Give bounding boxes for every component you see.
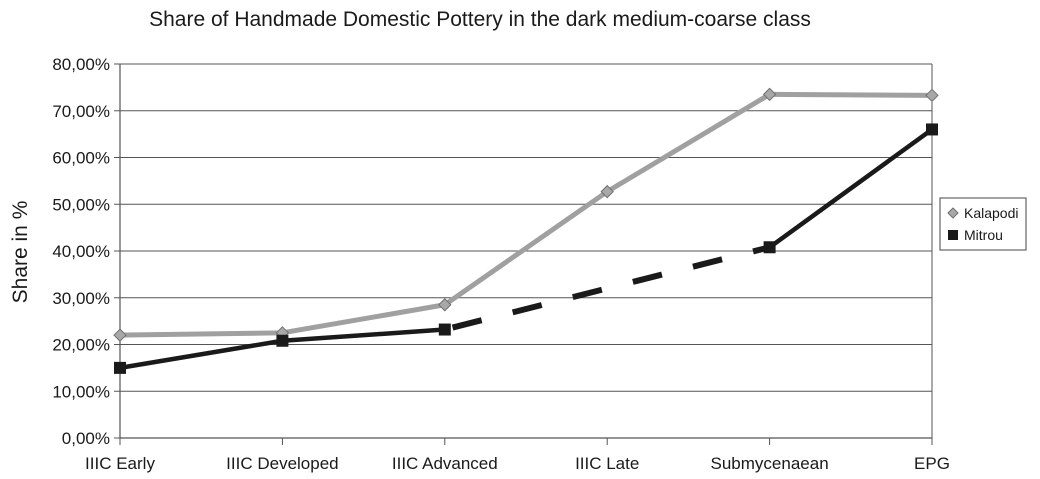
x-tick-label: IIIC Developed [226, 454, 338, 473]
y-tick-label: 20,00% [52, 336, 110, 355]
legend-marker-square [948, 230, 958, 240]
series-line-segment [604, 91, 773, 195]
y-tick-label: 60,00% [52, 149, 110, 168]
x-tick-label: EPG [914, 454, 950, 473]
y-tick-label: 30,00% [52, 289, 110, 308]
legend-marker-diamond [947, 207, 959, 219]
series-line-segment [117, 330, 285, 338]
axes [114, 63, 933, 445]
y-tick-label: 0,00% [62, 429, 110, 448]
data-point-square [763, 241, 776, 254]
x-tick-label: IIIC Early [85, 454, 155, 473]
series-line-segment [767, 91, 935, 98]
data-point-square [926, 123, 938, 136]
y-tick-label: 10,00% [52, 382, 110, 401]
series-markers [113, 87, 939, 374]
data-point-diamond [762, 87, 777, 102]
data-point-diamond [925, 88, 939, 103]
y-axis-label: Share in % [9, 201, 32, 304]
series-dashed-segment [444, 244, 771, 333]
legend-label: Mitrou [964, 227, 1003, 243]
gridlines [120, 63, 932, 392]
series-line-segment [117, 338, 285, 371]
data-point-diamond [600, 184, 614, 199]
y-tick-label: 40,00% [52, 242, 110, 261]
x-tick-label: Submycenaean [711, 454, 829, 473]
y-tick-labels: 0,00% 10,00% 20,00% 30,00% 40,00% 50,00% 60,00… [52, 55, 110, 448]
y-tick-label: 70,00% [52, 102, 110, 121]
series-line-segment [279, 302, 448, 336]
data-point-square [114, 361, 126, 374]
data-point-diamond [113, 328, 127, 342]
series-line-segment [442, 189, 610, 308]
y-tick-label: 50,00% [52, 195, 110, 214]
data-point-square [438, 323, 451, 336]
legend: Kalapodi Mitrou [939, 197, 1027, 251]
x-tick-label: IIIC Late [575, 454, 639, 473]
data-point-diamond [438, 298, 452, 312]
series-line-segment [280, 327, 448, 344]
chart-title: Share of Handmade Domestic Pottery in th… [149, 8, 811, 31]
data-point-square [276, 334, 289, 347]
legend-label: Kalapodi [964, 205, 1019, 221]
y-tick-label: 80,00% [52, 55, 110, 74]
x-tick-labels: IIIC Early IIIC Developed IIIC Advanced III… [85, 454, 950, 473]
series-line-segment [767, 127, 935, 250]
series-lines [117, 91, 935, 371]
x-tick-label: IIIC Advanced [392, 454, 498, 473]
legend-box [939, 197, 1027, 251]
